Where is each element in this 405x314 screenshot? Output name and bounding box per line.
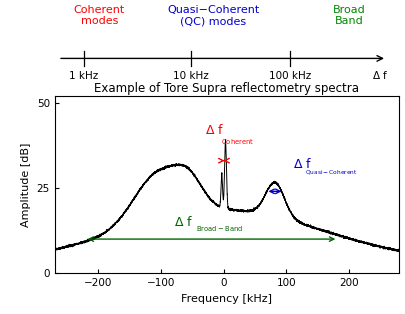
Text: $_{\mathrm{Broad-Band}}$: $_{\mathrm{Broad-Band}}$ <box>196 224 243 234</box>
Text: Broad
Band: Broad Band <box>333 5 365 26</box>
Text: $\Delta$ f: $\Delta$ f <box>292 157 312 171</box>
Text: 100 kHz: 100 kHz <box>269 71 311 81</box>
Text: $_{\mathrm{Coherent}}$: $_{\mathrm{Coherent}}$ <box>221 137 254 147</box>
Text: $\Delta$ f: $\Delta$ f <box>372 69 388 81</box>
Title: Example of Tore Supra reflectometry spectra: Example of Tore Supra reflectometry spec… <box>94 82 359 95</box>
X-axis label: Frequency [kHz]: Frequency [kHz] <box>181 294 272 304</box>
Text: $_{\mathrm{Quasi-Coherent}}$: $_{\mathrm{Quasi-Coherent}}$ <box>305 169 358 178</box>
Text: 10 kHz: 10 kHz <box>173 71 209 81</box>
Y-axis label: Amplitude [dB]: Amplitude [dB] <box>21 142 31 227</box>
Text: Quasi−Coherent
(QC) modes: Quasi−Coherent (QC) modes <box>167 5 259 26</box>
Text: Coherent
modes: Coherent modes <box>74 5 125 26</box>
Text: $\Delta$ f: $\Delta$ f <box>205 123 224 137</box>
Text: $\Delta$ f: $\Delta$ f <box>174 215 193 229</box>
Text: 1 kHz: 1 kHz <box>69 71 98 81</box>
